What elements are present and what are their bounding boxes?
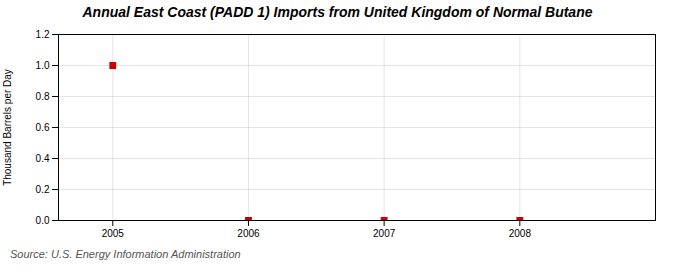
svg-text:0.8: 0.8 — [36, 91, 50, 102]
svg-text:0.0: 0.0 — [36, 215, 50, 226]
svg-text:0.6: 0.6 — [36, 122, 50, 133]
svg-text:0.4: 0.4 — [36, 153, 50, 164]
svg-text:2007: 2007 — [373, 228, 396, 239]
html-text:Source: U.S. Energy Informatio: Source: U.S. Energy Information Administ… — [10, 248, 241, 260]
html-text:Annual East Coast (PADD 1) Imp: Annual East Coast (PADD 1) Imports from … — [82, 4, 593, 20]
svg-text:Thousand Barrels per Day: Thousand Barrels per Day — [2, 69, 13, 186]
svg-text:2006: 2006 — [237, 228, 260, 239]
svg-text:0.2: 0.2 — [36, 184, 50, 195]
svg-text:2008: 2008 — [509, 228, 532, 239]
svg-text:1.2: 1.2 — [36, 29, 50, 40]
svg-text:1.0: 1.0 — [36, 60, 50, 71]
svg-text:2005: 2005 — [102, 228, 125, 239]
